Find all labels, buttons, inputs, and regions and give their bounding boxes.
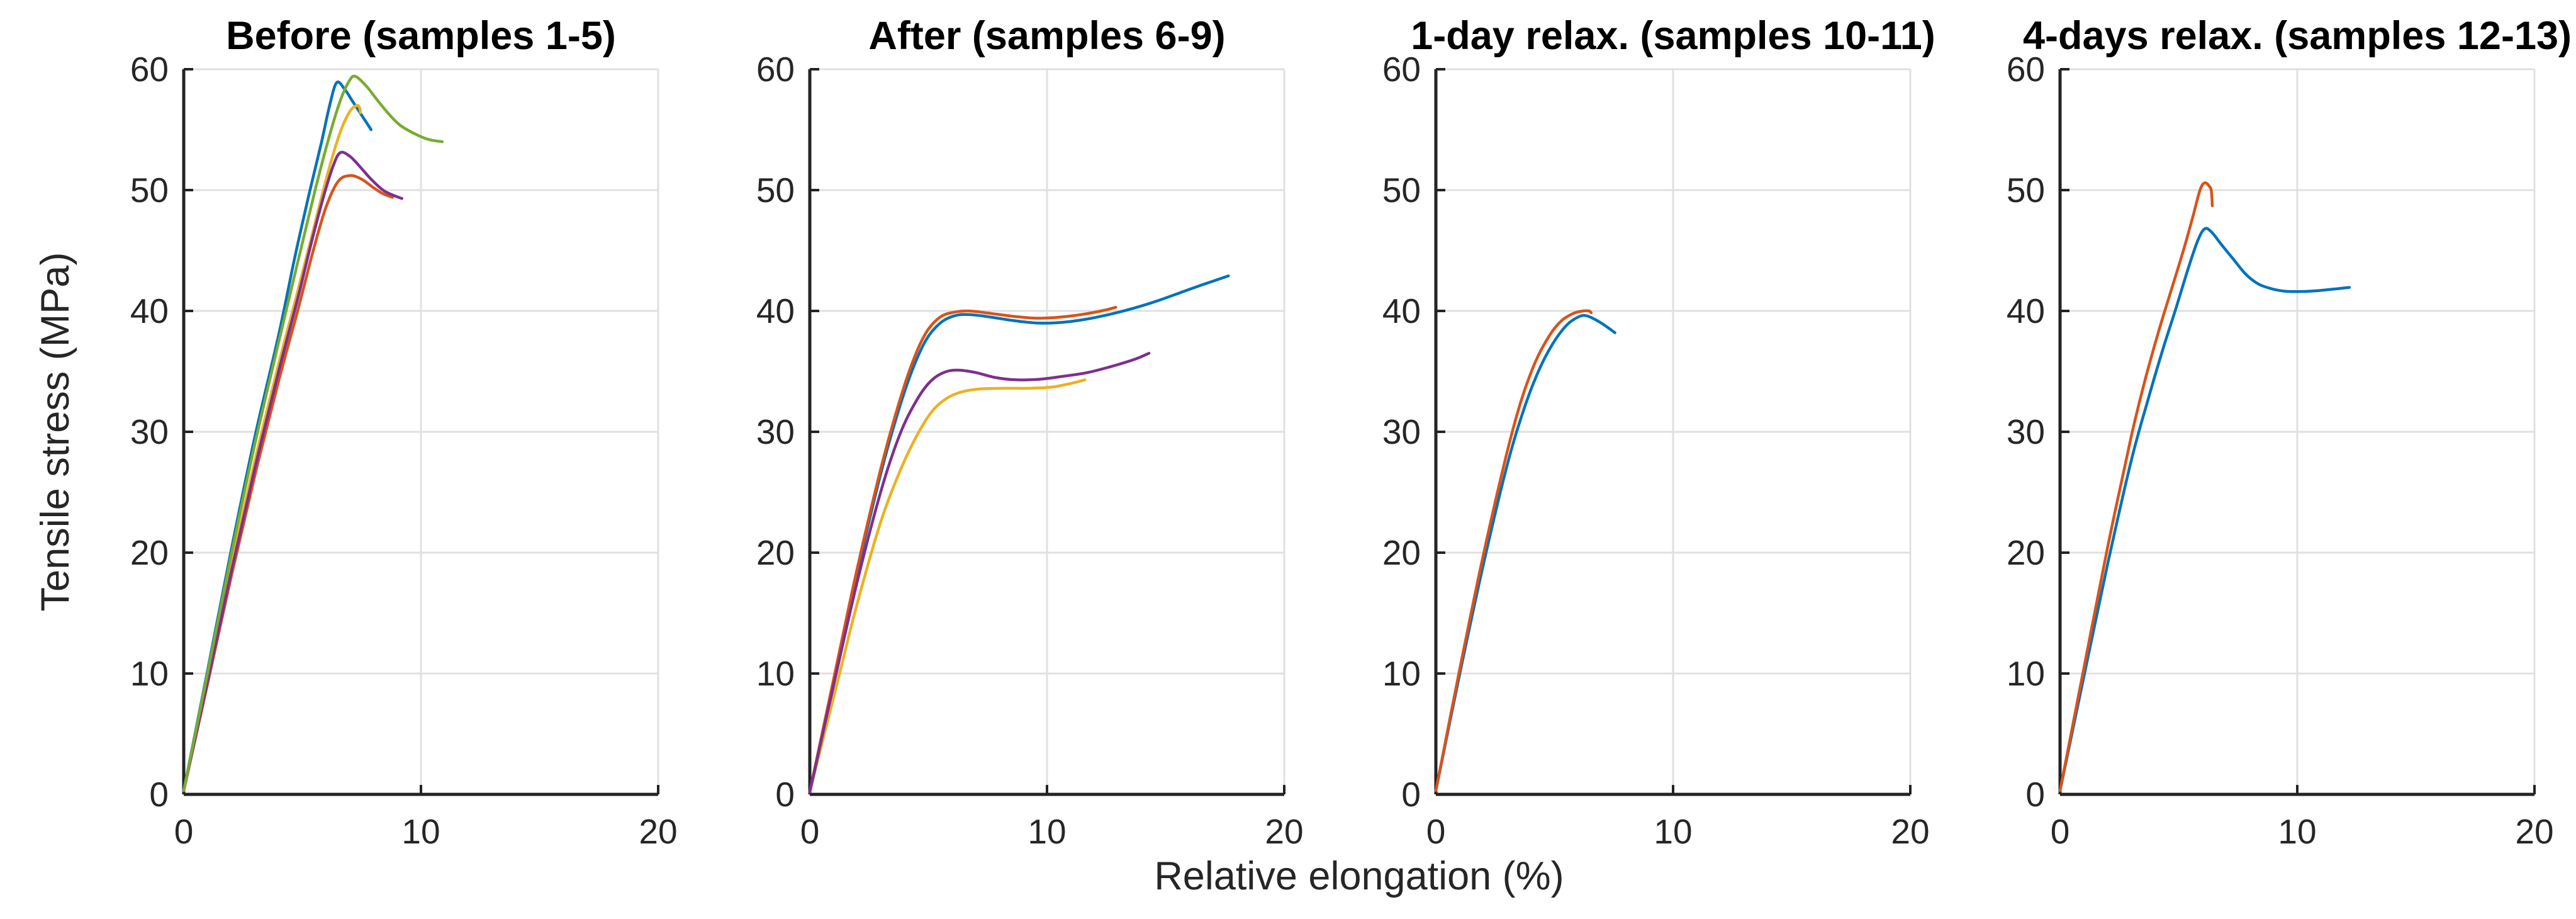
y-tick-label: 0	[1401, 775, 1421, 814]
series-path-sample-1	[182, 80, 373, 792]
x-tick-label: 10	[2278, 812, 2317, 851]
x-tick-label: 10	[1028, 812, 1067, 851]
y-tick-label: 30	[756, 412, 795, 451]
subplot-4-plot	[2058, 68, 2536, 796]
y-tick-label: 10	[2006, 654, 2045, 693]
subplot-2-plot	[808, 68, 1285, 796]
y-tick-label: 30	[1382, 412, 1421, 451]
x-tick-label: 20	[1891, 812, 1930, 851]
y-tick-label: 50	[1382, 171, 1421, 210]
y-tick-label: 40	[756, 291, 795, 330]
series-path-sample-4	[182, 150, 404, 792]
y-tick-label: 60	[1382, 50, 1421, 89]
series-path-sample-8	[808, 378, 1087, 794]
y-tick-label: 20	[130, 533, 169, 572]
x-tick-label: 0	[2050, 812, 2070, 851]
series-path-sample-12	[2058, 227, 2351, 792]
y-tick-label: 20	[1382, 533, 1421, 572]
subplot-1-title: Before (samples 1-5)	[226, 14, 616, 58]
y-tick-label: 40	[1382, 291, 1421, 330]
y-tick-label: 40	[130, 291, 169, 330]
series-path-sample-13	[2058, 181, 2214, 792]
series-path-sample-11	[1434, 309, 1593, 792]
y-tick-label: 0	[775, 775, 795, 814]
x-tick-label: 20	[639, 812, 678, 851]
y-tick-label: 20	[2006, 533, 2045, 572]
y-tick-label: 0	[2025, 775, 2045, 814]
y-tick-label: 60	[756, 50, 795, 89]
x-tick-label: 0	[174, 812, 194, 851]
y-tick-label: 50	[756, 171, 795, 210]
x-tick-label: 10	[401, 812, 440, 851]
y-tick-label: 10	[1382, 654, 1421, 693]
y-tick-label: 10	[130, 654, 169, 693]
subplot-2-title: After (samples 6-9)	[868, 14, 1226, 58]
y-tick-label: 50	[130, 171, 169, 210]
y-tick-label: 30	[130, 412, 169, 451]
series-path-sample-2	[182, 174, 395, 792]
subplot-3-plot	[1434, 68, 1912, 796]
y-tick-label: 30	[2006, 412, 2045, 451]
y-tick-label: 60	[130, 50, 169, 89]
y-tick-label: 10	[756, 654, 795, 693]
subplot-3-title: 1-day relax. (samples 10-11)	[1411, 14, 1935, 58]
series-path-sample-9	[808, 351, 1151, 794]
subplot-1-plot	[182, 68, 659, 796]
series-path-sample-7	[808, 305, 1117, 794]
y-tick-label: 60	[2006, 50, 2045, 89]
x-tick-label: 0	[800, 812, 820, 851]
y-tick-label: 40	[2006, 291, 2045, 330]
series-path-sample-6	[808, 274, 1230, 794]
y-tick-label: 50	[2006, 171, 2045, 210]
x-tick-label: 20	[1265, 812, 1304, 851]
x-tick-label: 10	[1654, 812, 1693, 851]
series-path-sample-3	[182, 104, 362, 792]
subplot-4-title: 4-days relax. (samples 12-13)	[2022, 14, 2572, 58]
series-path-sample-5	[182, 74, 444, 792]
x-tick-label: 20	[2515, 812, 2554, 851]
x-tick-label: 0	[1426, 812, 1446, 851]
y-tick-label: 0	[149, 775, 169, 814]
x-axis-label: Relative elongation (%)	[1154, 854, 1564, 898]
y-tick-label: 20	[756, 533, 795, 572]
